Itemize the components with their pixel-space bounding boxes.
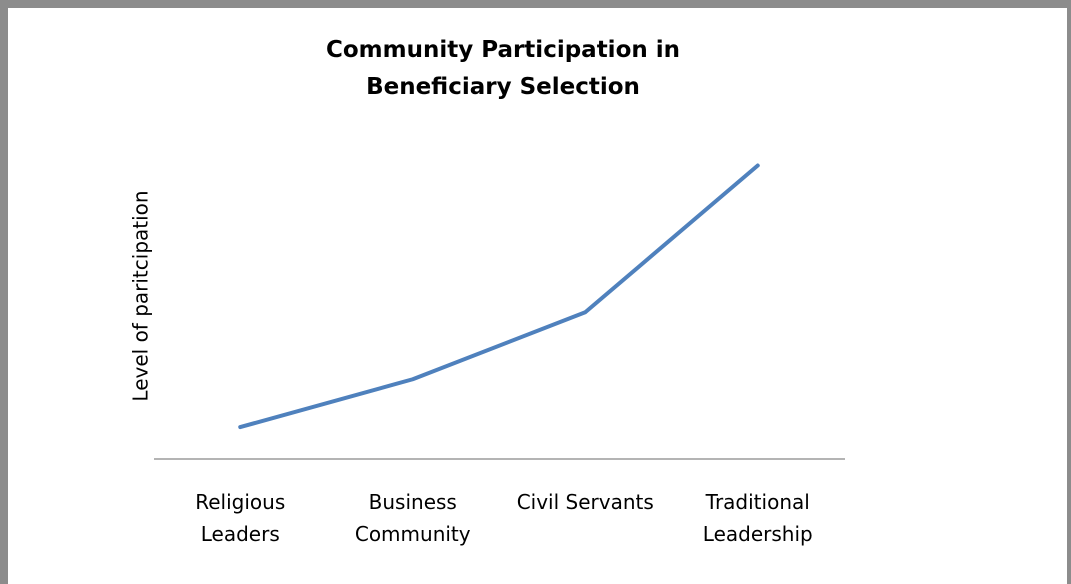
x-tick-label: Business Community [354,490,471,546]
x-tick-label: Civil Servants [516,490,654,514]
y-axis-label: Level of paritcipation [129,190,153,401]
data-line [238,163,760,430]
chart-title: Community Participation in Beneficiary S… [325,37,681,100]
x-tick-label: Traditional Leadership [702,490,813,546]
x-tick-label: Religious Leaders [195,490,286,546]
